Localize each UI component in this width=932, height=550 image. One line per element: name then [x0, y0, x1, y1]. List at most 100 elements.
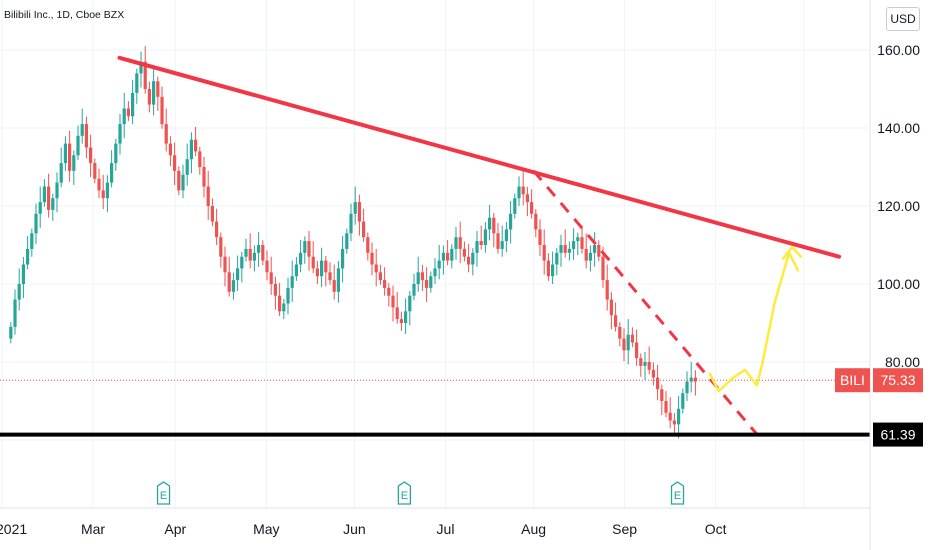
candle-body: [630, 334, 634, 343]
projection-path[interactable]: [708, 251, 800, 393]
candle-body: [383, 280, 387, 288]
candle-body: [639, 358, 643, 366]
candle-body: [131, 92, 135, 117]
candle-body: [114, 143, 118, 164]
currency-selector[interactable]: USD: [886, 7, 920, 31]
candle-body: [215, 221, 219, 238]
candle-body: [34, 213, 38, 234]
candle-body: [252, 252, 257, 261]
candle-body: [362, 221, 366, 238]
candle-body: [210, 206, 215, 222]
candle-body: [651, 369, 655, 378]
candle-body: [13, 299, 17, 327]
candle-body: [416, 272, 420, 284]
candle-body: [63, 143, 68, 164]
candle-body: [601, 256, 605, 281]
candle-body: [118, 124, 122, 144]
candle-body: [84, 124, 89, 148]
candle-body: [370, 252, 374, 265]
candle-body: [441, 252, 446, 261]
candle-body: [328, 272, 332, 281]
candle-body: [105, 182, 110, 199]
candle-body: [660, 389, 664, 401]
candle-body: [693, 377, 697, 382]
earnings-badge: [670, 481, 685, 505]
candle-body: [534, 213, 538, 230]
candle-body: [479, 241, 483, 245]
candle-body: [349, 213, 353, 234]
candle-body: [655, 377, 660, 390]
candle-body: [324, 260, 328, 273]
candle-body: [261, 245, 265, 261]
candle-body: [404, 311, 408, 323]
candle-body: [72, 155, 76, 171]
dashed-trendline[interactable]: [532, 169, 758, 436]
candle-body: [647, 362, 651, 370]
candle-body: [126, 108, 131, 117]
earnings-marker-2[interactable]: E: [670, 481, 685, 505]
candle-body: [147, 89, 152, 105]
descending-trendline[interactable]: [117, 55, 842, 259]
candle-body: [244, 248, 248, 257]
candle-body: [542, 245, 546, 261]
candle-body: [471, 252, 475, 265]
last-price-label: 75.33: [880, 372, 915, 388]
candle-body: [282, 303, 286, 312]
candle-body: [605, 280, 609, 300]
candle-body: [143, 61, 147, 89]
candle-body: [202, 167, 206, 187]
candle-body: [483, 229, 488, 245]
candle-body: [357, 202, 362, 222]
candle-body: [55, 182, 59, 199]
candle-body: [592, 245, 597, 253]
candle-body: [240, 256, 244, 269]
candle-body: [676, 408, 681, 425]
candle-body: [341, 248, 345, 269]
candle-body: [51, 198, 55, 210]
candle-body: [299, 252, 303, 265]
candle-body: [429, 276, 433, 288]
candle-body: [467, 256, 471, 265]
candle-body: [38, 202, 42, 214]
candle-body: [110, 163, 114, 183]
candle-body: [509, 213, 513, 230]
candle-body: [550, 264, 555, 277]
candle-body: [395, 307, 399, 320]
candle-body: [223, 256, 227, 273]
candle-body: [273, 284, 278, 296]
candle-body: [257, 245, 261, 253]
candle-body: [336, 268, 341, 292]
candle-body: [555, 252, 559, 265]
x-tick-label: Aug: [521, 521, 546, 537]
axis-price-labels: BILI 75.33 61.39: [835, 368, 923, 447]
candle-body: [462, 248, 467, 257]
candle-body: [286, 287, 290, 304]
candle-body: [194, 139, 198, 152]
candle-body: [21, 264, 26, 284]
candle-body: [47, 186, 51, 210]
last-price-tag: [873, 368, 923, 393]
candle-body: [597, 245, 601, 257]
earnings-marker-0[interactable]: E: [156, 481, 171, 505]
candle-body: [93, 163, 97, 179]
candle-body: [294, 264, 299, 277]
candle-body: [412, 284, 416, 296]
candle-body: [303, 241, 307, 253]
candle-body: [672, 420, 676, 425]
candle-body: [689, 377, 693, 382]
earnings-marker-1[interactable]: E: [397, 481, 412, 505]
candle-body: [185, 159, 189, 175]
candle-body: [492, 217, 496, 234]
candle-body: [236, 268, 240, 281]
candle-body: [513, 198, 517, 214]
earnings-marker-label: E: [160, 490, 167, 502]
symbol-tag: [835, 368, 870, 393]
candle-body: [525, 194, 529, 203]
y-tick-label: 140.00: [877, 120, 920, 136]
candle-body: [529, 202, 534, 214]
x-tick-label: Sep: [612, 521, 637, 537]
candle-body: [488, 217, 492, 230]
